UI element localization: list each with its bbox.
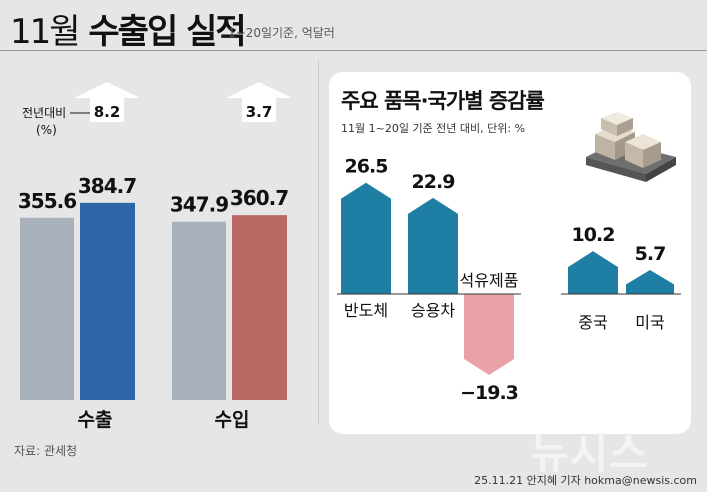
items-chart: 26.5 반도체 22.9 승용차 −19.3 석유제품 10.2 중국 5.7 미국 bbox=[337, 156, 681, 404]
change-category-0: 반도체 bbox=[344, 301, 388, 320]
category-label-1: 수입 bbox=[215, 409, 250, 431]
change-value-3: 10.2 bbox=[572, 224, 615, 246]
change-bar-1 bbox=[408, 197, 458, 294]
change-bar-3 bbox=[568, 251, 618, 294]
value-label-previous-0: 355.6 bbox=[18, 189, 76, 213]
change-value-0: 26.5 bbox=[345, 156, 388, 178]
change-bar-2 bbox=[464, 294, 514, 376]
items-panel: 주요 품목·국가별 증감률 11월 1~20일 기준 전년 대비, 단위: % … bbox=[329, 72, 691, 434]
growth-arrow-0 bbox=[74, 82, 140, 122]
source-note: 자료: 관세청 bbox=[14, 444, 78, 458]
growth-value-1: 3.7 bbox=[246, 103, 273, 121]
growth-label: 전년대비 bbox=[22, 106, 66, 120]
title-month: 11월 bbox=[10, 12, 81, 52]
panel-subtitle: 11월 1~20일 기준 전년 대비, 단위: % bbox=[341, 122, 526, 135]
credit-line: 25.11.21 안지혜 기자 hokma@newsis.com bbox=[474, 474, 697, 487]
change-bar-0 bbox=[341, 182, 391, 294]
title-text: 수출입 실적 bbox=[88, 12, 246, 52]
bar-previous-1 bbox=[172, 221, 226, 400]
bar-current-1 bbox=[232, 215, 287, 400]
change-bar-4 bbox=[626, 270, 674, 294]
header-divider bbox=[0, 50, 707, 51]
growth-value-0: 8.2 bbox=[94, 103, 121, 121]
change-category-2: 석유제품 bbox=[460, 271, 519, 290]
change-category-3: 중국 bbox=[578, 313, 607, 332]
category-label-0: 수출 bbox=[78, 409, 113, 431]
change-value-2: −19.3 bbox=[460, 382, 518, 404]
change-value-1: 22.9 bbox=[412, 171, 455, 193]
value-label-current-0: 384.7 bbox=[78, 174, 136, 198]
bar-previous-0 bbox=[20, 217, 74, 400]
change-category-1: 승용차 bbox=[411, 301, 455, 320]
growth-label-unit: (%) bbox=[36, 123, 57, 137]
change-category-4: 미국 bbox=[635, 313, 664, 332]
panel-title: 주요 품목·국가별 증감률 bbox=[341, 89, 545, 113]
value-label-current-1: 360.7 bbox=[230, 186, 288, 210]
page-title: 11월 수출입 실적 bbox=[10, 4, 247, 53]
panel-divider bbox=[318, 60, 319, 425]
watermark-logo: 뉴시스 bbox=[530, 429, 649, 478]
cargo-boxes-icon bbox=[586, 112, 676, 182]
change-value-4: 5.7 bbox=[635, 243, 666, 265]
growth-arrow-1 bbox=[226, 82, 292, 122]
page-subtitle: 1~20일기준, 억달러 bbox=[228, 26, 335, 40]
value-label-previous-1: 347.9 bbox=[170, 193, 228, 217]
bar-current-0 bbox=[80, 202, 135, 400]
